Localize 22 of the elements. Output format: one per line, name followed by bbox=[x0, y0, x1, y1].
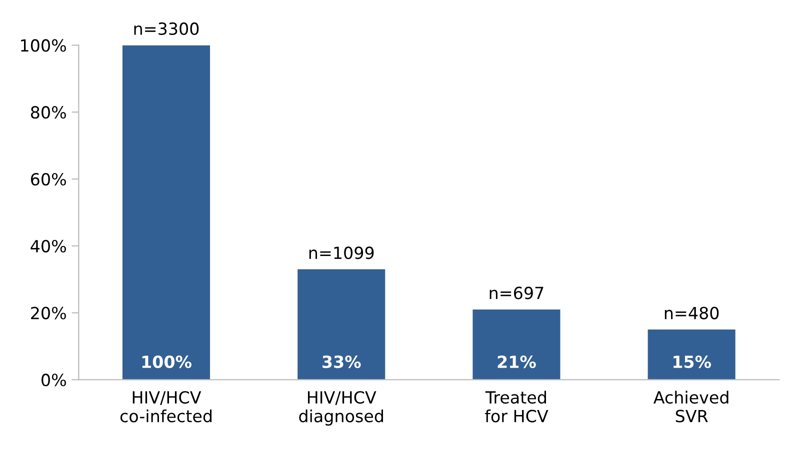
x-tick-label: HIV/HCV co-infected bbox=[120, 391, 212, 422]
data-label: 15% bbox=[674, 356, 711, 368]
y-tick-label: 80% bbox=[30, 106, 66, 119]
data-label: 33% bbox=[322, 356, 361, 368]
data-label: 21% bbox=[498, 356, 536, 368]
y-tick-label: 40% bbox=[30, 240, 66, 252]
y-tick-label: 60% bbox=[31, 172, 66, 186]
annotation: n=697 bbox=[490, 286, 544, 300]
x-tick-label: HIV/HCV diagnosed bbox=[299, 391, 383, 426]
bar bbox=[298, 269, 386, 380]
x-tick-label: Achieved SVR bbox=[653, 390, 728, 422]
data-label: 100% bbox=[142, 356, 192, 368]
bar bbox=[648, 330, 736, 380]
y-tick-label: 20% bbox=[31, 306, 66, 320]
annotation: n=480 bbox=[664, 306, 719, 320]
y-tick-label: 0% bbox=[42, 374, 66, 386]
y-tick-label: 100% bbox=[21, 39, 66, 52]
bar bbox=[472, 309, 560, 380]
annotation: n=1099 bbox=[309, 246, 374, 260]
annotation: n=3300 bbox=[134, 22, 199, 36]
x-tick-label: Treated for HCV bbox=[484, 390, 548, 422]
bar bbox=[122, 45, 210, 380]
